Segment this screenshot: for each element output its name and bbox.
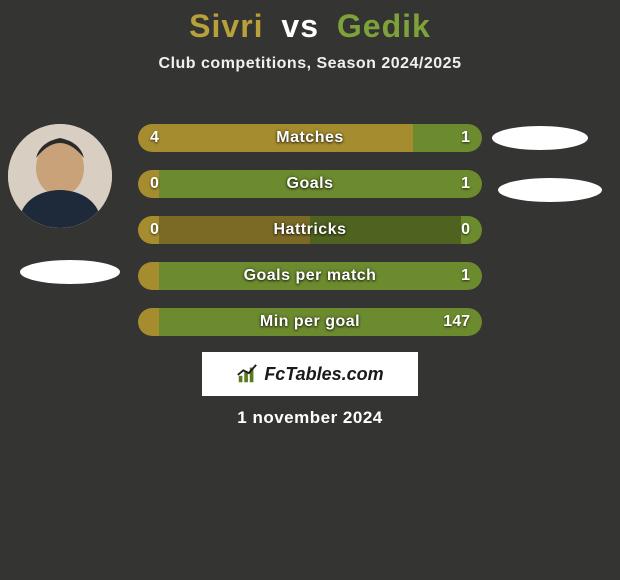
stat-label: Goals per match — [138, 262, 482, 290]
subtitle: Club competitions, Season 2024/2025 — [0, 55, 620, 73]
stat-row: 01Goals — [138, 170, 482, 198]
stats-bars: 41Matches 01Goals 00Hattricks 1Goals per ma… — [138, 124, 482, 354]
stat-label: Min per goal — [138, 308, 482, 336]
stat-row: 00Hattricks — [138, 216, 482, 244]
stat-row: 147Min per goal — [138, 308, 482, 336]
source-logo: FcTables.com — [202, 352, 418, 396]
player2-shadow-1 — [492, 126, 588, 150]
player2-shadow-2 — [498, 178, 602, 202]
comparison-title: Sivri vs Gedik — [0, 0, 620, 45]
stat-row: 41Matches — [138, 124, 482, 152]
avatar-placeholder-icon — [8, 124, 112, 228]
vs-text: vs — [281, 8, 319, 44]
chart-icon — [236, 363, 258, 385]
player1-name: Sivri — [189, 8, 263, 44]
date-text: 1 november 2024 — [0, 408, 620, 428]
stat-label: Matches — [138, 124, 482, 152]
logo-text: FcTables.com — [264, 364, 383, 385]
stat-label: Goals — [138, 170, 482, 198]
player1-shadow — [20, 260, 120, 284]
stat-label: Hattricks — [138, 216, 482, 244]
stat-row: 1Goals per match — [138, 262, 482, 290]
player1-avatar — [8, 124, 112, 228]
player2-name: Gedik — [337, 8, 431, 44]
